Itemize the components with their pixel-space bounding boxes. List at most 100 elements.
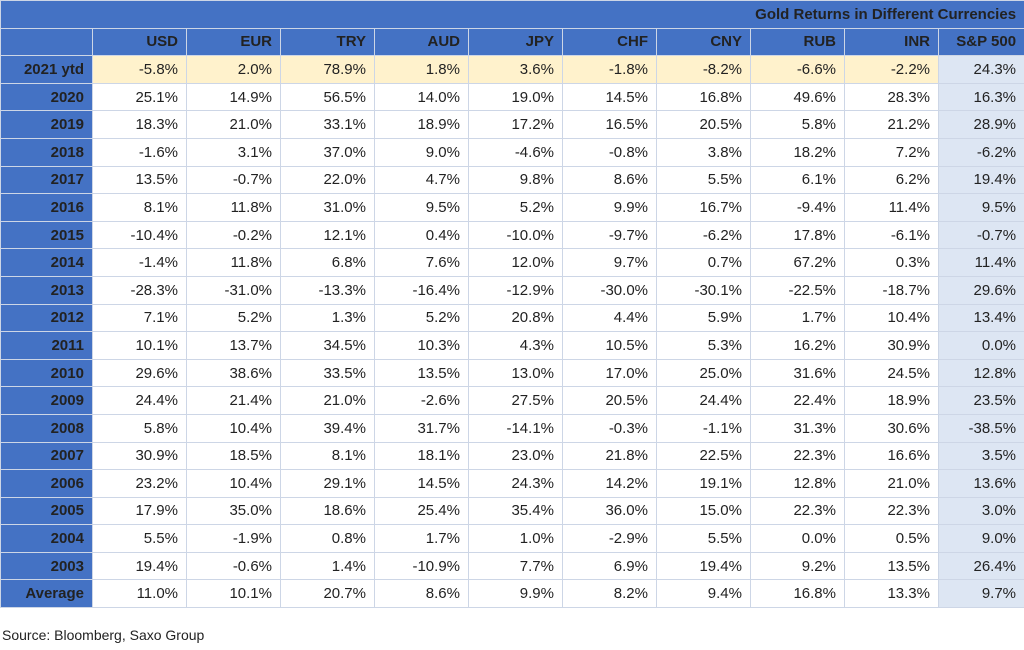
return-value-cell: 31.3%	[750, 413, 845, 443]
return-value-cell: 16.5%	[562, 110, 657, 139]
column-header: USD	[92, 27, 187, 57]
column-header: CNY	[656, 27, 751, 57]
table-row: 2016 8.1% 11.8% 31.0% 9.5% 5.2% 9.9% 16.7% -9.4%…	[0, 193, 1024, 222]
return-value-cell: 3.1%	[186, 137, 281, 167]
return-value-cell: 34.5%	[280, 331, 375, 360]
return-value-cell: 0.3%	[844, 248, 939, 277]
return-value-cell: 38.6%	[186, 358, 281, 388]
return-value-cell: 9.0%	[374, 137, 469, 167]
return-value-cell: -14.1%	[468, 413, 563, 443]
column-header: EUR	[186, 27, 281, 57]
return-value-cell: 21.0%	[186, 110, 281, 139]
return-value-cell: 12.0%	[468, 248, 563, 277]
return-value-cell: 0.8%	[280, 524, 375, 553]
table-row: 2012 7.1% 5.2% 1.3% 5.2% 20.8% 4.4% 5.9% 1.7% 10.…	[0, 303, 1024, 333]
return-value-cell: 10.5%	[562, 331, 657, 360]
return-value-cell: 5.9%	[656, 303, 751, 333]
row-label: 2009	[0, 386, 93, 415]
return-value-cell: -1.9%	[186, 524, 281, 553]
return-value-cell: 5.5%	[656, 524, 751, 553]
return-value-cell: 10.4%	[186, 469, 281, 498]
return-value-cell: -5.8%	[92, 55, 187, 84]
column-header-row: USD EUR TRY AUD JPY CHF CNY RUB INR S&P 500	[0, 27, 1024, 57]
sp500-value-cell: 11.4%	[937, 248, 1024, 277]
source-note: Source: Bloomberg, Saxo Group	[2, 627, 205, 643]
return-value-cell: 1.7%	[750, 303, 845, 333]
gold-returns-table: Gold Returns in Different Currencies USD…	[0, 0, 1024, 609]
return-value-cell: 3.6%	[468, 55, 563, 84]
return-value-cell: 12.8%	[750, 469, 845, 498]
return-value-cell: 9.8%	[468, 165, 563, 195]
return-value-cell: 6.2%	[844, 165, 939, 195]
column-header: RUB	[750, 27, 845, 57]
return-value-cell: 11.8%	[186, 193, 281, 222]
return-value-cell: 13.5%	[844, 551, 939, 581]
return-value-cell: 18.1%	[374, 441, 469, 471]
return-value-cell: 31.6%	[750, 358, 845, 388]
return-value-cell: 6.8%	[280, 248, 375, 277]
return-value-cell: 18.6%	[280, 496, 375, 526]
corner-cell	[0, 27, 93, 57]
table-row: 2021 ytd -5.8% 2.0% 78.9% 1.8% 3.6% -1.8% -8.2%…	[0, 55, 1024, 84]
return-value-cell: 1.0%	[468, 524, 563, 553]
sp500-value-cell: 24.3%	[937, 55, 1024, 84]
table-row: 2003 19.4% -0.6% 1.4% -10.9% 7.7% 6.9% 19.4% 9.2…	[0, 551, 1024, 581]
row-label: 2016	[0, 193, 93, 222]
return-value-cell: -1.6%	[92, 137, 187, 167]
return-value-cell: 14.0%	[374, 82, 469, 112]
return-value-cell: 8.1%	[92, 193, 187, 222]
return-value-cell: 13.3%	[844, 579, 939, 609]
return-value-cell: 9.9%	[468, 579, 563, 609]
sp500-value-cell: -38.5%	[937, 413, 1024, 443]
return-value-cell: 14.9%	[186, 82, 281, 112]
return-value-cell: 35.4%	[468, 496, 563, 526]
return-value-cell: 4.4%	[562, 303, 657, 333]
return-value-cell: 21.0%	[844, 469, 939, 498]
return-value-cell: 8.1%	[280, 441, 375, 471]
return-value-cell: 13.0%	[468, 358, 563, 388]
return-value-cell: -12.9%	[468, 275, 563, 305]
title-row: Gold Returns in Different Currencies	[0, 0, 1024, 29]
return-value-cell: -30.0%	[562, 275, 657, 305]
return-value-cell: 31.7%	[374, 413, 469, 443]
return-value-cell: 30.9%	[844, 331, 939, 360]
return-value-cell: 19.4%	[656, 551, 751, 581]
return-value-cell: 0.7%	[656, 248, 751, 277]
return-value-cell: -9.4%	[750, 193, 845, 222]
return-value-cell: 29.1%	[280, 469, 375, 498]
return-value-cell: 10.3%	[374, 331, 469, 360]
return-value-cell: 9.7%	[562, 248, 657, 277]
return-value-cell: 23.2%	[92, 469, 187, 498]
return-value-cell: 36.0%	[562, 496, 657, 526]
return-value-cell: 24.4%	[92, 386, 187, 415]
sp500-value-cell: 29.6%	[937, 275, 1024, 305]
sp500-value-cell: 19.4%	[937, 165, 1024, 195]
return-value-cell: 6.9%	[562, 551, 657, 581]
table-row: 2009 24.4% 21.4% 21.0% -2.6% 27.5% 20.5% 24.4% 2…	[0, 386, 1024, 415]
return-value-cell: 6.1%	[750, 165, 845, 195]
return-value-cell: -0.6%	[186, 551, 281, 581]
row-label: 2010	[0, 358, 93, 388]
return-value-cell: 16.7%	[656, 193, 751, 222]
return-value-cell: 19.4%	[92, 551, 187, 581]
column-header: TRY	[280, 27, 375, 57]
table-row: 2013 -28.3% -31.0% -13.3% -16.4% -12.9% -30.0%…	[0, 275, 1024, 305]
table-title: Gold Returns in Different Currencies	[0, 0, 1024, 29]
table-body: 2021 ytd -5.8% 2.0% 78.9% 1.8% 3.6% -1.8% -8.2%…	[0, 55, 1024, 609]
table-row: Average 11.0% 10.1% 20.7% 8.6% 9.9% 8.2% 9.4% 16…	[0, 579, 1024, 609]
return-value-cell: 11.8%	[186, 248, 281, 277]
return-value-cell: -9.7%	[562, 220, 657, 250]
return-value-cell: -16.4%	[374, 275, 469, 305]
return-value-cell: -6.1%	[844, 220, 939, 250]
return-value-cell: -0.3%	[562, 413, 657, 443]
return-value-cell: 1.4%	[280, 551, 375, 581]
return-value-cell: 5.5%	[656, 165, 751, 195]
return-value-cell: -31.0%	[186, 275, 281, 305]
row-label: 2006	[0, 469, 93, 498]
return-value-cell: 21.8%	[562, 441, 657, 471]
return-value-cell: 27.5%	[468, 386, 563, 415]
return-value-cell: 24.3%	[468, 469, 563, 498]
return-value-cell: 39.4%	[280, 413, 375, 443]
return-value-cell: 35.0%	[186, 496, 281, 526]
table-row: 2019 18.3% 21.0% 33.1% 18.9% 17.2% 16.5% 20.5% 5…	[0, 110, 1024, 139]
